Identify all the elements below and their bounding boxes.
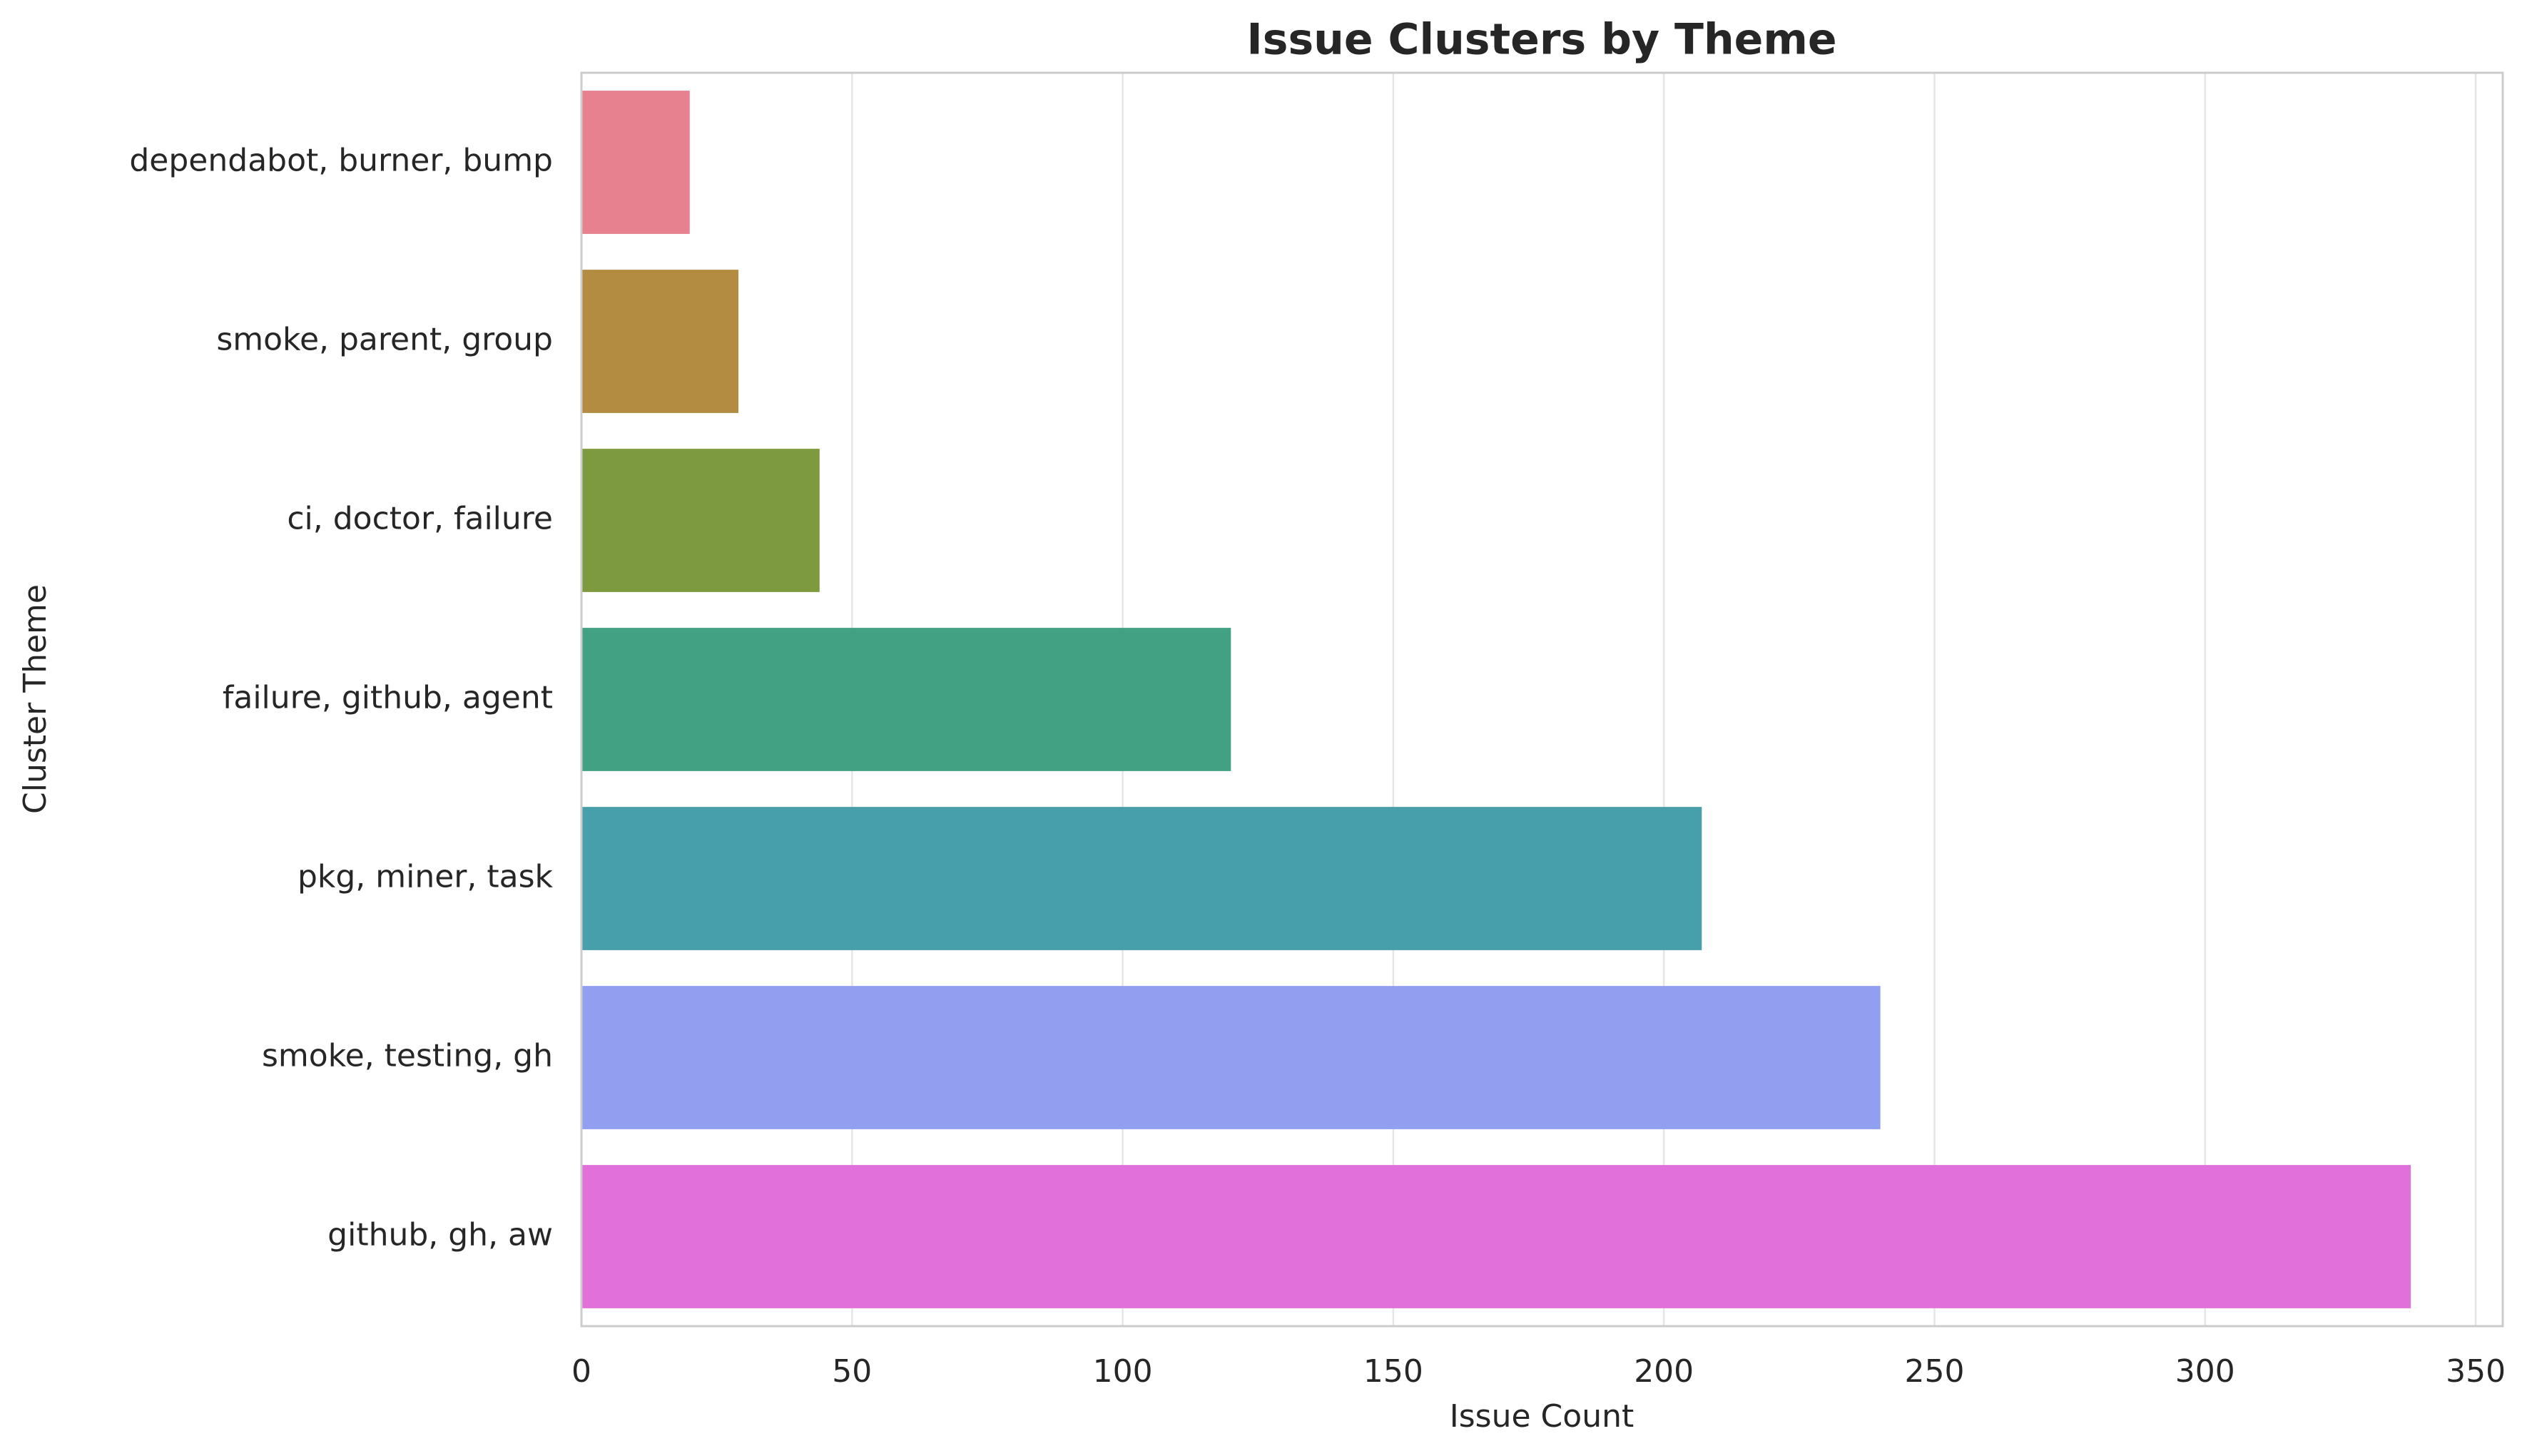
bar xyxy=(581,270,738,413)
y-tick-label: smoke, parent, group xyxy=(216,322,553,358)
y-tick-label: dependabot, burner, bump xyxy=(129,143,553,179)
y-tick-label: ci, doctor, failure xyxy=(287,501,553,537)
bar xyxy=(581,1165,2411,1308)
plot-frame xyxy=(580,71,2504,1328)
x-tick-label: 250 xyxy=(1904,1353,1964,1390)
x-tick-label: 200 xyxy=(1634,1353,1694,1390)
x-tick-label: 300 xyxy=(2175,1353,2235,1390)
chart-title: Issue Clusters by Theme xyxy=(1246,15,1836,65)
bar xyxy=(581,628,1231,771)
x-tick-label: 350 xyxy=(2446,1353,2506,1390)
x-tick-label: 50 xyxy=(832,1353,872,1390)
x-tick-label: 100 xyxy=(1093,1353,1153,1390)
y-axis-label: Cluster Theme xyxy=(17,584,54,814)
y-tick-label: pkg, miner, task xyxy=(298,859,554,895)
y-tick-label: smoke, testing, gh xyxy=(262,1038,553,1074)
bar xyxy=(581,986,1881,1129)
bar xyxy=(581,91,690,234)
bar xyxy=(581,449,820,592)
x-axis-label: Issue Count xyxy=(1450,1398,1634,1435)
x-tick-label: 150 xyxy=(1363,1353,1423,1390)
y-tick-label: failure, github, agent xyxy=(223,680,553,716)
x-tick-label: 0 xyxy=(571,1353,591,1390)
bar xyxy=(581,807,1702,950)
y-tick-label: github, gh, aw xyxy=(327,1217,553,1253)
